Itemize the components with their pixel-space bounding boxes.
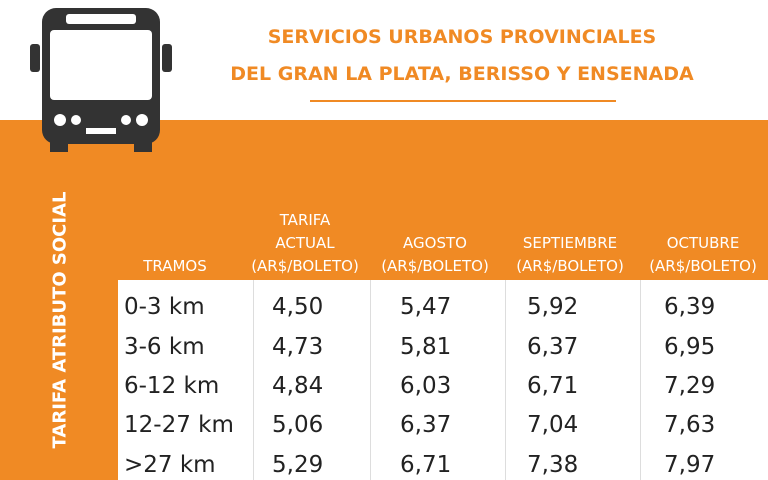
bus-icon <box>30 8 172 152</box>
side-label: TARIFA ATRIBUTO SOCIAL <box>49 191 71 449</box>
table-body <box>118 280 768 480</box>
table-cell: 7,97 <box>664 452 716 478</box>
table-cell: 0-3 km <box>124 294 205 320</box>
header-line: (AR$/BOLETO) <box>649 257 757 275</box>
column-separator <box>505 280 506 480</box>
title-underline <box>310 100 616 102</box>
table-cell: 7,38 <box>527 452 579 478</box>
table-cell: 6,37 <box>400 412 452 438</box>
table-cell: 12-27 km <box>124 412 234 438</box>
table-cell: 4,73 <box>272 334 324 360</box>
table-cell: 6,71 <box>527 373 579 399</box>
table-cell: 6,37 <box>527 334 579 360</box>
table-cell: 7,04 <box>527 412 579 438</box>
header-line: (AR$/BOLETO) <box>251 257 359 275</box>
table-cell: 4,84 <box>272 373 324 399</box>
header-line: ACTUAL <box>275 234 335 252</box>
table-cell: 3-6 km <box>124 334 205 360</box>
table-cell: 7,29 <box>664 373 716 399</box>
header-line: OCTUBRE <box>666 234 740 252</box>
column-header: SEPTIEMBRE (AR$/BOLETO) <box>500 200 640 278</box>
column-header: AGOSTO (AR$/BOLETO) <box>365 200 505 278</box>
table-cell: 4,50 <box>272 294 324 320</box>
header-line: SEPTIEMBRE <box>522 234 618 252</box>
column-separator <box>370 280 371 480</box>
table-cell: 6,95 <box>664 334 716 360</box>
title-line: SERVICIOS URBANOS PROVINCIALES <box>267 26 657 48</box>
header-line: AGOSTO <box>403 234 467 252</box>
table-cell: >27 km <box>124 452 216 478</box>
table-cell: 6,03 <box>400 373 452 399</box>
column-header: OCTUBRE (AR$/BOLETO) <box>633 200 768 278</box>
column-separator <box>640 280 641 480</box>
table-cell: 6-12 km <box>124 373 220 399</box>
table-cell: 7,63 <box>664 412 716 438</box>
column-header: TRAMOS <box>105 200 245 278</box>
table-cell: 5,47 <box>400 294 452 320</box>
table-cell: 5,92 <box>527 294 579 320</box>
header-line: (AR$/BOLETO) <box>381 257 489 275</box>
table-cell: 5,29 <box>272 452 324 478</box>
table-cell: 6,39 <box>664 294 716 320</box>
header-line: TRAMOS <box>143 257 207 275</box>
header-line: TARIFA <box>279 211 331 229</box>
table-cell: 5,81 <box>400 334 452 360</box>
column-header: TARIFA ACTUAL (AR$/BOLETO) <box>235 200 375 278</box>
title-line: DEL GRAN LA PLATA, BERISSO Y ENSENADA <box>230 63 694 85</box>
table-cell: 5,06 <box>272 412 324 438</box>
column-separator <box>253 280 254 480</box>
header-line: (AR$/BOLETO) <box>516 257 624 275</box>
table-cell: 6,71 <box>400 452 452 478</box>
